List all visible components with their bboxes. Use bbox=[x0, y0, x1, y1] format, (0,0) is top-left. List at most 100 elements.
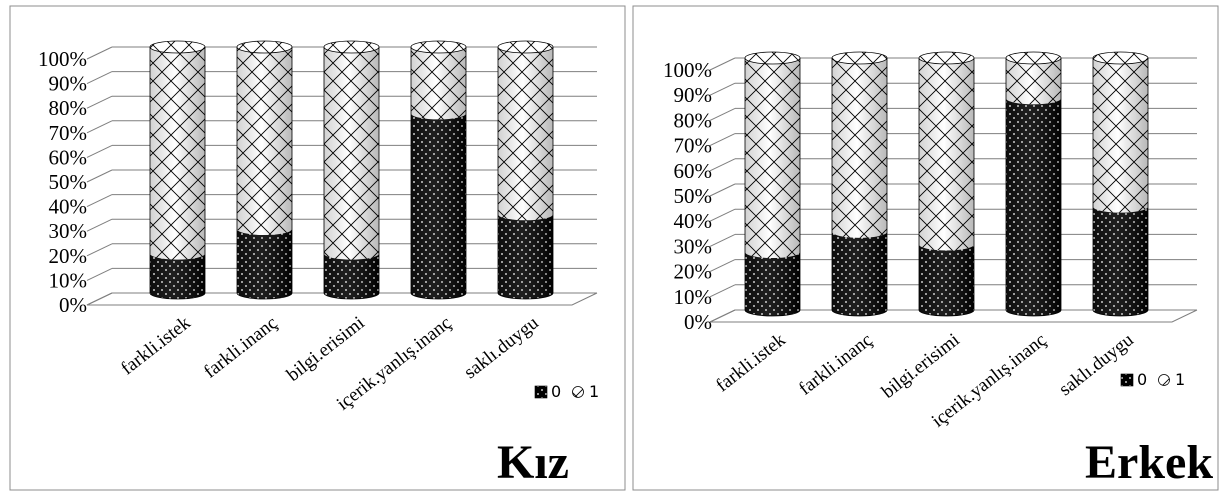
legend-swatch-1 bbox=[572, 386, 584, 398]
bar-series-1-shade bbox=[498, 47, 553, 221]
bar-series-1 bbox=[919, 58, 974, 251]
gridline-side bbox=[709, 259, 736, 273]
chart-kiz: 0%10%20%30%40%50%60%70%80%90%100% farkli.… bbox=[9, 5, 626, 491]
bar-series-0-shade bbox=[1093, 206, 1148, 316]
bar-outline bbox=[410, 47, 467, 300]
bar-series-0 bbox=[237, 229, 292, 299]
bar-series-0-shade bbox=[745, 252, 800, 316]
gridline-side bbox=[709, 208, 736, 222]
bar-series-0 bbox=[1093, 206, 1148, 316]
category-label: bilgi.erisimi bbox=[878, 329, 964, 402]
bar-series-1 bbox=[498, 47, 553, 221]
y-tick-label: 60% bbox=[49, 145, 88, 169]
bar-outline bbox=[918, 58, 975, 317]
bar-series-1-shade bbox=[237, 47, 292, 236]
bar-series-1 bbox=[745, 58, 800, 259]
y-tick-label: 80% bbox=[674, 108, 713, 132]
category-label: saklı.duygu bbox=[1055, 329, 1138, 400]
category-label: farkli.inanç bbox=[200, 312, 282, 382]
bar-series-1-shade bbox=[1093, 58, 1148, 213]
bar-series-1 bbox=[237, 47, 292, 236]
bar-series-1-shade bbox=[919, 58, 974, 251]
gridline-side bbox=[86, 120, 113, 134]
bar-series-0 bbox=[498, 214, 553, 299]
bar-series-1 bbox=[1006, 58, 1061, 105]
gridline-side bbox=[86, 267, 113, 281]
bar-cap bbox=[149, 40, 206, 54]
bar-series-0 bbox=[832, 231, 887, 316]
gridline-side bbox=[86, 243, 113, 257]
chart-erkek: 0%10%20%30%40%50%60%70%80%90%100% farkli.… bbox=[632, 5, 1219, 491]
bar-series-0 bbox=[411, 113, 466, 299]
floor-outline bbox=[86, 292, 598, 306]
bar-series-1 bbox=[832, 58, 887, 238]
bar-series-0-shade bbox=[498, 214, 553, 299]
y-tick-label: 40% bbox=[49, 195, 88, 219]
bar-outline bbox=[149, 47, 206, 300]
y-tick-label: 70% bbox=[674, 134, 713, 158]
y-tick-label: 50% bbox=[674, 184, 713, 208]
y-tick-label: 20% bbox=[674, 260, 713, 284]
legend-label-0: 0 bbox=[551, 382, 561, 401]
chart-frame bbox=[632, 5, 1219, 491]
y-tick-label: 30% bbox=[674, 234, 713, 258]
legend-swatch-0 bbox=[1120, 373, 1134, 387]
gridline-side bbox=[86, 194, 113, 208]
gridline-side bbox=[86, 218, 113, 232]
bar-cap bbox=[831, 51, 888, 65]
y-tick-label: 60% bbox=[674, 159, 713, 183]
bar-series-0 bbox=[150, 253, 205, 299]
bar-outline bbox=[831, 58, 888, 317]
y-tick-label: 80% bbox=[49, 96, 88, 120]
category-label: farkli.istek bbox=[712, 329, 790, 396]
bar-cap bbox=[410, 40, 467, 54]
bar-series-1-shade bbox=[1006, 58, 1061, 105]
category-label: bilgi.erisimi bbox=[283, 312, 369, 385]
bar-cap bbox=[323, 40, 380, 54]
bar-series-0-shade bbox=[324, 253, 379, 299]
bar-series-0 bbox=[919, 244, 974, 316]
gridline-side bbox=[86, 169, 113, 183]
bar-series-0 bbox=[1006, 98, 1061, 316]
bar-series-1-shade bbox=[324, 47, 379, 260]
bar-series-1 bbox=[411, 47, 466, 120]
bar-outline bbox=[1092, 58, 1149, 317]
bar-cap bbox=[497, 40, 554, 54]
legend-swatch-1 bbox=[1158, 374, 1170, 386]
legend-label-0: 0 bbox=[1137, 370, 1147, 389]
y-tick-label: 10% bbox=[49, 268, 88, 292]
y-tick-label: 90% bbox=[49, 72, 88, 96]
bar-series-0-shade bbox=[1006, 98, 1061, 316]
chart-title: Kız bbox=[497, 436, 569, 489]
gridline-side bbox=[86, 144, 113, 158]
bar-cap bbox=[1092, 51, 1149, 65]
gridline-side bbox=[709, 107, 736, 121]
gridline-side bbox=[86, 71, 113, 85]
legend-swatch-0 bbox=[534, 385, 548, 399]
y-tick-label: 40% bbox=[674, 209, 713, 233]
bar-series-1-shade bbox=[411, 47, 466, 120]
bar-series-1-shade bbox=[745, 58, 800, 259]
legend-label-1: 1 bbox=[1175, 370, 1185, 389]
bar-outline bbox=[497, 47, 554, 300]
y-tick-label: 100% bbox=[38, 47, 87, 71]
gridline-side bbox=[709, 183, 736, 197]
chart-frame bbox=[9, 5, 626, 491]
bar-series-1 bbox=[150, 47, 205, 260]
floor-outline bbox=[709, 309, 1198, 323]
chart-title: Erkek bbox=[1085, 436, 1213, 489]
gridline-side bbox=[709, 57, 736, 71]
category-label: saklı.duygu bbox=[460, 312, 543, 383]
bar-series-0 bbox=[324, 253, 379, 299]
y-tick-label: 50% bbox=[49, 170, 88, 194]
bar-outline bbox=[236, 47, 293, 300]
y-tick-label: 0% bbox=[59, 293, 87, 317]
bar-series-0-shade bbox=[237, 229, 292, 299]
y-tick-label: 30% bbox=[49, 219, 88, 243]
bar-series-0-shade bbox=[411, 113, 466, 299]
category-label: farkli.inanç bbox=[795, 329, 877, 399]
bar-outline bbox=[1005, 58, 1062, 317]
